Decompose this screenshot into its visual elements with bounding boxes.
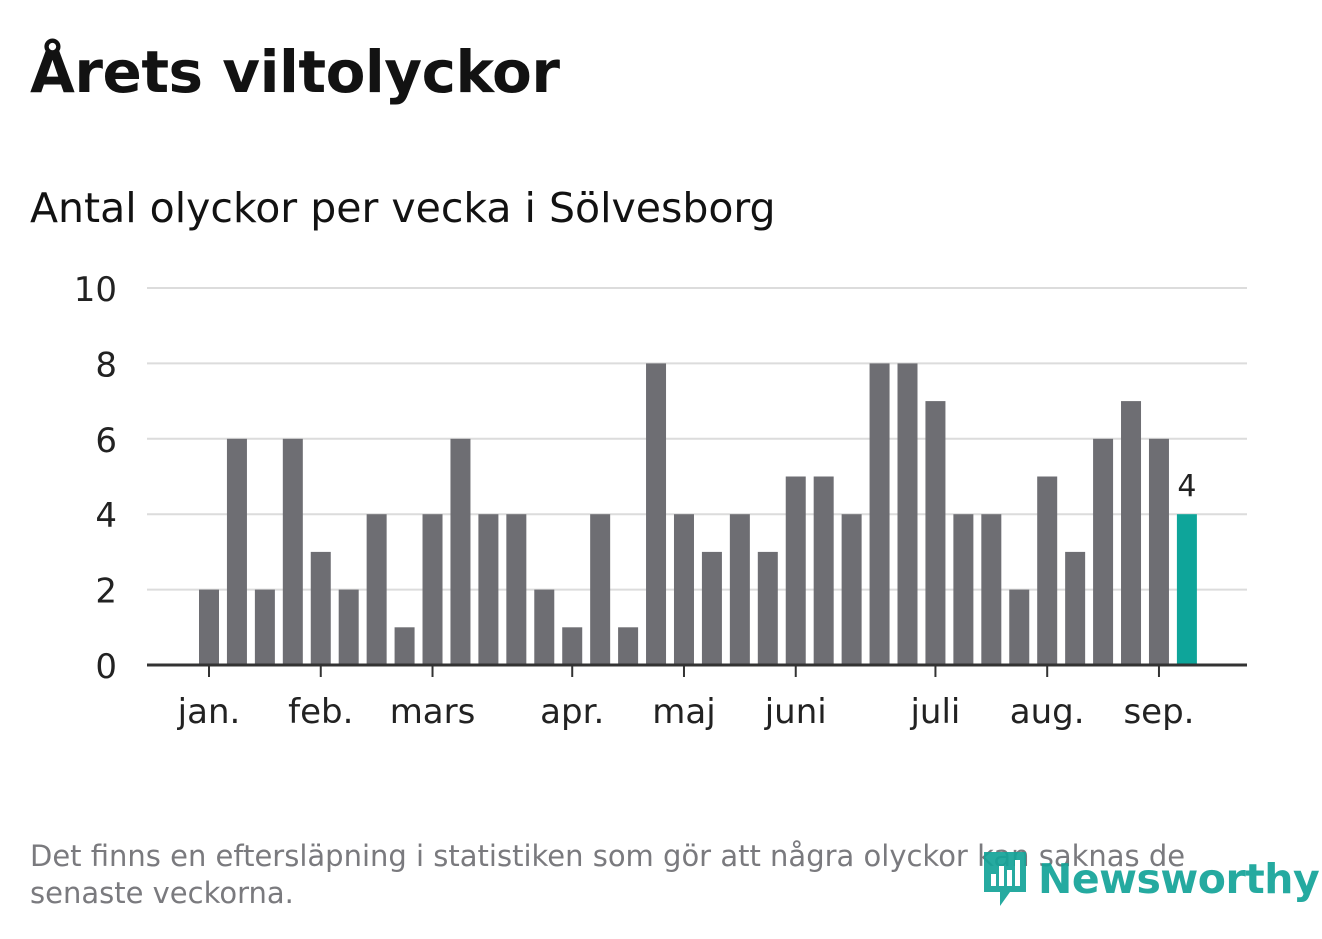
- bar: [394, 627, 415, 665]
- x-tick-label: sep.: [1123, 692, 1194, 732]
- bar: [618, 627, 639, 665]
- bar: [338, 589, 359, 665]
- bar: [450, 438, 471, 665]
- bar: [1148, 438, 1169, 665]
- bar: [646, 363, 667, 665]
- bar: [282, 438, 303, 665]
- bar: [1037, 476, 1058, 665]
- bar: [226, 438, 247, 665]
- bar: [478, 514, 499, 665]
- x-tick-label: mars: [390, 692, 476, 732]
- bar: [590, 514, 611, 665]
- logo-text: Newsworthy: [1038, 855, 1320, 903]
- bar: [981, 514, 1002, 665]
- bar: [506, 514, 527, 665]
- x-tick-label: aug.: [1010, 692, 1085, 732]
- y-tick-label: 2: [95, 572, 117, 612]
- y-tick-label: 10: [74, 270, 117, 310]
- chart-title: Årets viltolyckor: [30, 38, 560, 106]
- bar-chart-speech-icon: [984, 852, 1026, 906]
- bar: [310, 551, 331, 665]
- newsworthy-logo: Newsworthy: [980, 848, 1320, 910]
- bar: [897, 363, 918, 665]
- bars: [199, 363, 1197, 665]
- bar: [785, 476, 806, 665]
- bar: [199, 589, 219, 665]
- bar: [813, 476, 834, 665]
- x-tick-label: juli: [909, 692, 960, 732]
- bar: [701, 551, 722, 665]
- x-tick-label: juni: [764, 692, 827, 732]
- y-tick-label: 6: [95, 421, 117, 461]
- highlight-value-label: 4: [1177, 469, 1196, 504]
- bar: [729, 514, 750, 665]
- bar: [1121, 401, 1142, 665]
- x-tick-label: jan.: [177, 692, 241, 732]
- labels: 0 2 4 6 8 10 4 jan. feb. mars apr. maj juni juli aug. s…: [74, 270, 1197, 732]
- bar: [534, 589, 555, 665]
- grid-lines: [147, 287, 1247, 591]
- bar: [562, 627, 583, 665]
- bar: [673, 514, 694, 665]
- y-tick-label: 8: [95, 345, 117, 385]
- bar-chart: 0 2 4 6 8 10 4 jan. feb. mars apr. maj juni juli aug. s…: [74, 270, 1247, 732]
- bar-highlight: [1176, 514, 1197, 665]
- bar: [366, 514, 387, 665]
- bar: [1009, 589, 1030, 665]
- y-tick-label: 0: [95, 647, 117, 687]
- x-tick-label: feb.: [288, 692, 353, 732]
- bar: [841, 514, 862, 665]
- bar: [925, 401, 946, 665]
- chart-subtitle: Antal olyckor per vecka i Sölvesborg: [30, 184, 776, 232]
- x-axis: [147, 663, 1247, 677]
- y-tick-label: 4: [95, 496, 117, 536]
- x-tick-label: maj: [652, 692, 715, 732]
- bar: [1093, 438, 1114, 665]
- bar: [757, 551, 778, 665]
- bar: [254, 589, 275, 665]
- bar: [869, 363, 890, 665]
- x-tick-label: apr.: [540, 692, 604, 732]
- bar: [422, 514, 443, 665]
- bar: [953, 514, 974, 665]
- bar: [1065, 551, 1086, 665]
